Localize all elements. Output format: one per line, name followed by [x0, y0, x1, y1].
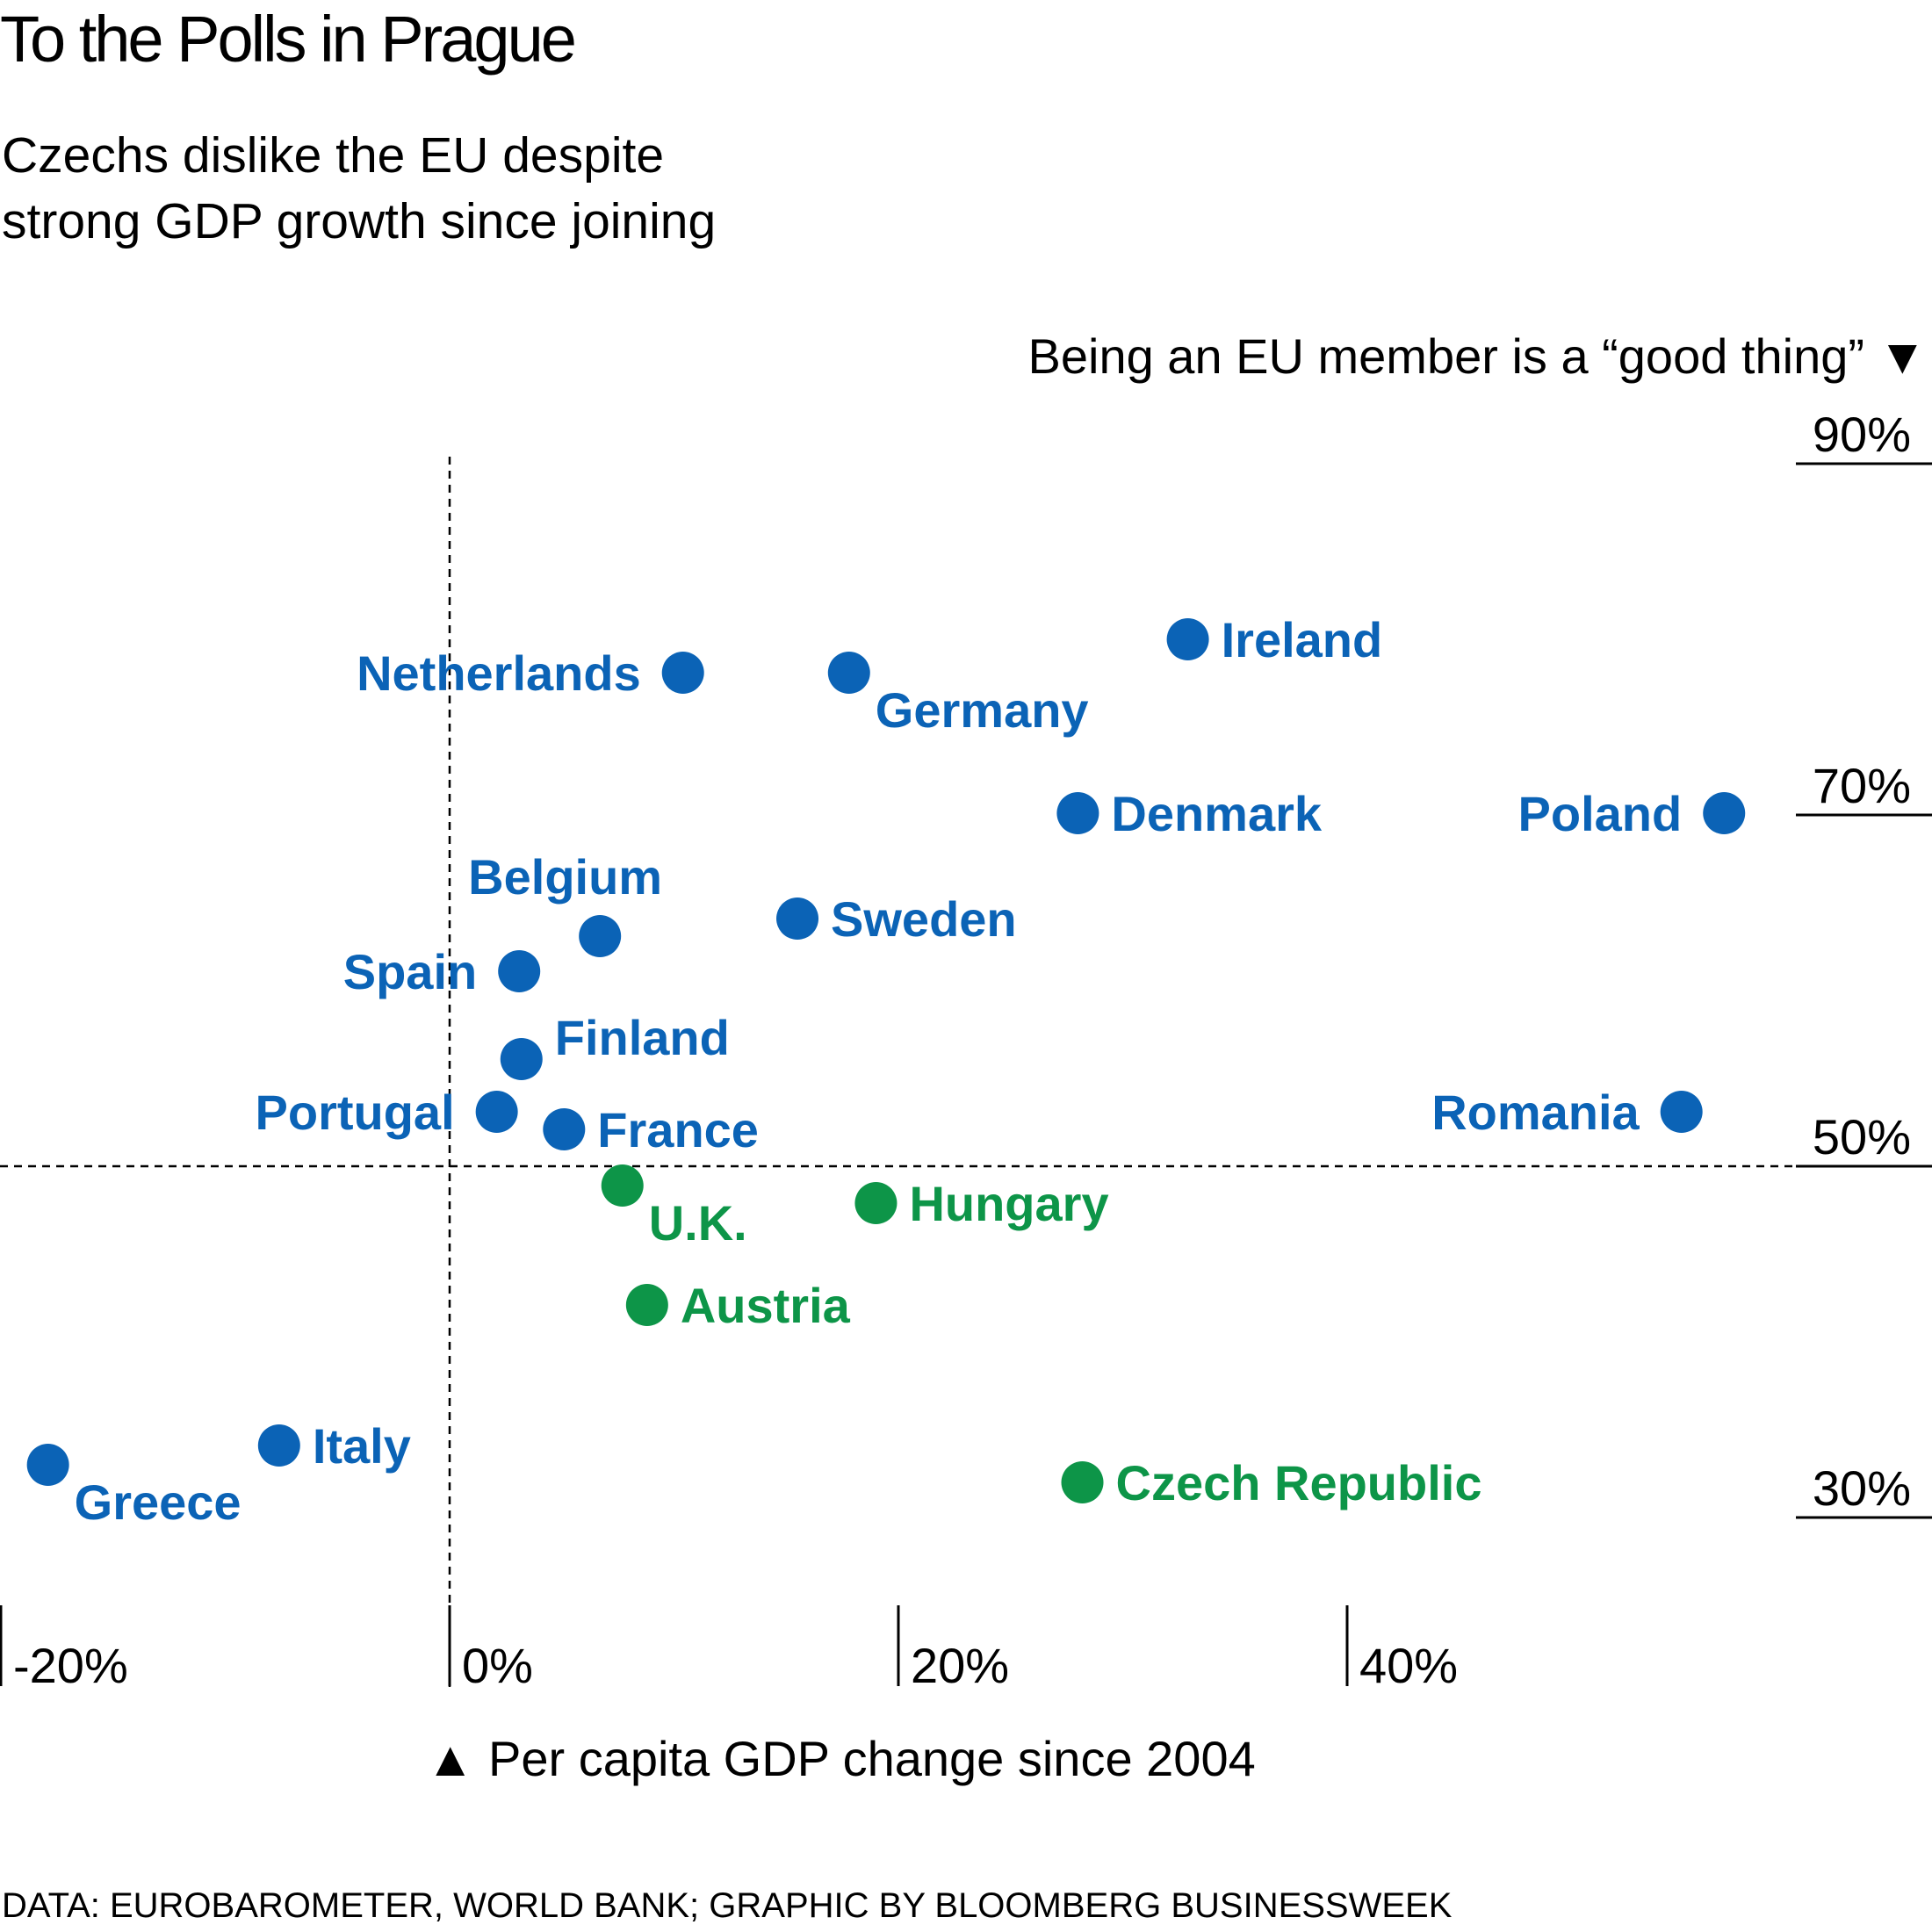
source-note: DATA: EUROBAROMETER, WORLD BANK; GRAPHIC… — [2, 1886, 1453, 1925]
data-point-marker — [1703, 792, 1746, 834]
chart-title: To the Polls in Prague — [0, 3, 577, 76]
data-point-marker — [1061, 1461, 1104, 1503]
data-point: U.K. — [601, 1164, 747, 1251]
data-point-marker — [1166, 618, 1209, 660]
data-point-marker — [1660, 1091, 1703, 1133]
data-point-marker — [625, 1284, 668, 1326]
data-point-marker — [827, 652, 870, 694]
y-tick-label: 50% — [1813, 1109, 1911, 1164]
data-point-marker — [601, 1164, 644, 1207]
data-point: Germany — [827, 652, 1089, 738]
data-point-label: Portugal — [256, 1085, 455, 1140]
data-point: Sweden — [776, 891, 1017, 947]
data-point: France — [543, 1102, 759, 1157]
reference-lines — [0, 457, 1932, 1690]
x-tick-label: -20% — [13, 1638, 128, 1693]
data-point-label: Italy — [313, 1418, 411, 1474]
data-point-label: Germany — [876, 682, 1089, 738]
data-point: Poland — [1518, 786, 1746, 841]
chart-subtitle: Czechs dislike the EU despite strong GDP… — [2, 123, 716, 255]
data-point-label: Netherlands — [357, 645, 641, 701]
y-axis-title: Being an EU member is a “good thing” ▼ — [1028, 328, 1927, 384]
x-axis: -20% 0% 20% 40% — [0, 1605, 1458, 1693]
x-axis-title: ▲ Per capita GDP change since 2004 — [426, 1731, 1256, 1786]
x-tick-label: 0% — [462, 1638, 533, 1693]
data-point: Austria — [625, 1278, 851, 1333]
data-point-marker — [543, 1108, 586, 1150]
data-point-marker — [500, 1038, 543, 1080]
x-tick-label: 40% — [1359, 1638, 1458, 1693]
data-point-label: France — [597, 1102, 759, 1157]
subtitle-line-2: strong GDP growth since joining — [2, 193, 717, 249]
data-point: Italy — [257, 1418, 411, 1474]
data-point: Portugal — [256, 1085, 518, 1140]
data-point: Netherlands — [357, 645, 704, 701]
y-tick-label: 70% — [1813, 758, 1911, 813]
data-point-label: Greece — [75, 1474, 242, 1530]
data-point-marker — [776, 898, 819, 940]
data-point-marker — [1056, 792, 1099, 834]
data-point-label: Hungary — [909, 1176, 1108, 1231]
data-point-label: Poland — [1518, 786, 1683, 841]
data-point: Romania — [1431, 1085, 1703, 1140]
y-tick-label: 30% — [1813, 1460, 1911, 1516]
data-points: Netherlands Germany Ireland Denmark Poland Be… — [26, 612, 1746, 1530]
data-point-label: Belgium — [468, 849, 662, 905]
data-point: Finland — [500, 1010, 730, 1080]
data-point: Spain — [343, 944, 541, 999]
data-point-label: Ireland — [1222, 612, 1383, 667]
data-point-label: Denmark — [1111, 786, 1323, 841]
data-point-label: Finland — [555, 1010, 730, 1065]
data-point-marker — [475, 1091, 518, 1133]
subtitle-line-1: Czechs dislike the EU despite — [2, 127, 665, 184]
data-point-marker — [854, 1182, 898, 1224]
y-axis: 90% 70% 50% 30% — [1796, 407, 1932, 1519]
data-point: Hungary — [854, 1176, 1109, 1231]
data-point: Czech Republic — [1061, 1455, 1482, 1510]
data-point: Belgium — [468, 849, 662, 957]
data-point-label: Austria — [681, 1278, 851, 1333]
data-point-marker — [661, 652, 704, 694]
data-point-label: Czech Republic — [1116, 1455, 1482, 1510]
data-point-label: U.K. — [649, 1195, 747, 1251]
x-tick-label: 20% — [911, 1638, 1009, 1693]
data-point: Greece — [26, 1444, 242, 1530]
data-point: Denmark — [1056, 786, 1323, 841]
data-point-label: Sweden — [831, 891, 1017, 947]
data-point-marker — [26, 1444, 69, 1486]
data-point-marker — [579, 915, 622, 957]
y-tick-label: 90% — [1813, 407, 1911, 462]
data-point-label: Romania — [1431, 1085, 1640, 1140]
data-point-marker — [498, 950, 541, 992]
data-point-label: Spain — [343, 944, 477, 999]
data-point-marker — [257, 1424, 300, 1467]
data-point: Ireland — [1166, 612, 1383, 667]
